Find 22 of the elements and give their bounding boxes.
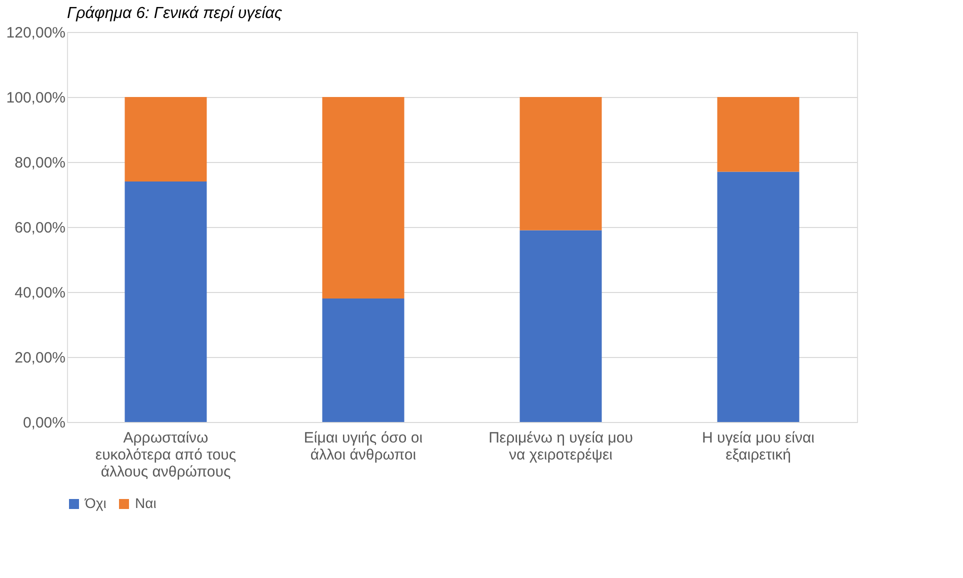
y-tick-label: 100,00% [6, 90, 66, 106]
bar [322, 298, 404, 422]
y-tick-label: 40,00% [14, 284, 66, 302]
bar [124, 182, 207, 422]
legend-label: Ναι [135, 495, 156, 511]
x-tick-label: Αρρωσταίνω ευκολότερα από τους άλλους ανθρώπους [95, 430, 236, 480]
bar [717, 97, 800, 172]
bar [717, 172, 800, 422]
bar [124, 97, 207, 182]
x-tick-label: Η υγεία μου είναι εξαιρετική [702, 430, 814, 464]
legend-label: Όχι [84, 495, 106, 511]
chart-title: Γράφημα 6: Γενικά περί υγείας [67, 5, 282, 22]
x-tick-label: Περιμένω η υγεία μου να χειροτερέψει [488, 430, 633, 464]
y-tick-label: 0,00% [22, 414, 66, 432]
bar [322, 97, 404, 298]
y-tick-label: 80,00% [14, 154, 66, 172]
y-tick-label: 120,00% [6, 24, 66, 42]
x-tick-label: Είμαι υγιής όσο οι άλλοι άνθρωποι [304, 430, 423, 464]
bar [520, 230, 602, 422]
y-tick-label: 20,00% [14, 350, 66, 366]
y-tick-label: 60,00% [14, 220, 66, 236]
bar [520, 97, 602, 230]
